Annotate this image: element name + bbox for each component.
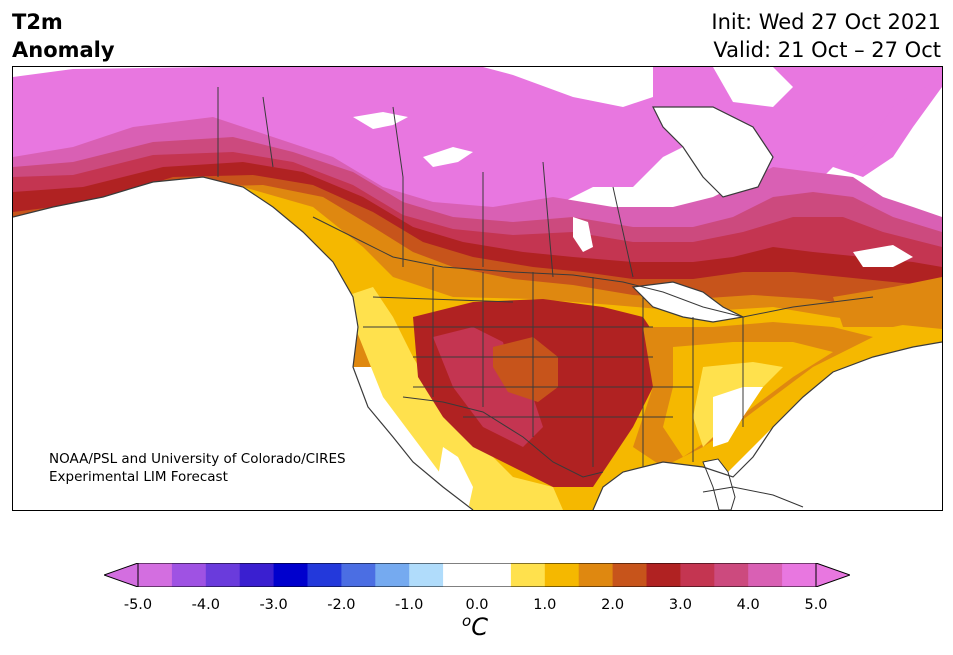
colorbar-segment bbox=[714, 563, 749, 587]
title-variable: T2m bbox=[12, 10, 63, 34]
colorbar-segment bbox=[138, 563, 173, 587]
colorbar-tick-label: -2.0 bbox=[327, 597, 356, 613]
colorbar-segment bbox=[510, 563, 546, 587]
colorbar-segment bbox=[680, 563, 715, 587]
colorbar-segments bbox=[138, 563, 817, 587]
canada-prov-2 bbox=[392, 106, 404, 267]
colorbar-segment bbox=[307, 563, 342, 587]
ne-band-2 bbox=[833, 277, 942, 327]
state-line-1 bbox=[372, 296, 514, 303]
colorbar-segment bbox=[341, 563, 376, 587]
colorbar-tick-label: 0.0 bbox=[465, 597, 489, 613]
florida bbox=[702, 458, 736, 510]
colorbar-extend-high bbox=[815, 563, 850, 587]
borders bbox=[217, 87, 874, 478]
colorbar-segment bbox=[544, 563, 580, 587]
se-neutral bbox=[713, 387, 763, 447]
water-mask bbox=[13, 67, 942, 510]
colorbar-segment bbox=[477, 563, 512, 587]
units-letter: C bbox=[471, 613, 488, 641]
baja-gulf bbox=[438, 447, 473, 510]
colorbar-tick-label: 3.0 bbox=[668, 597, 692, 613]
anomaly-map bbox=[12, 66, 943, 511]
map-svg bbox=[13, 67, 942, 510]
us-canada-border bbox=[312, 216, 874, 318]
colorbar-segment bbox=[612, 563, 647, 587]
cuba-outline bbox=[702, 486, 804, 508]
title-right: Init: Wed 27 Oct 2021 Valid: 21 Oct – 27… bbox=[711, 8, 941, 64]
great-slave-lake bbox=[423, 147, 473, 167]
pacific-ocean bbox=[13, 177, 473, 510]
colorbar-segment bbox=[578, 563, 614, 587]
hudson-coast bbox=[652, 106, 774, 198]
colorbar-segment bbox=[239, 563, 275, 587]
lake-winnipeg bbox=[573, 217, 593, 252]
great-lakes-coast bbox=[631, 281, 745, 323]
colorbar-segment bbox=[375, 563, 410, 587]
units-degree: o bbox=[462, 612, 472, 630]
colorbar-segment bbox=[409, 563, 444, 587]
band-1 bbox=[343, 287, 563, 510]
title-left: T2m Anomaly bbox=[12, 8, 115, 64]
colorbar-segment bbox=[171, 563, 207, 587]
colorbar-tick-label: -5.0 bbox=[123, 597, 153, 613]
hudson-bay bbox=[653, 107, 773, 197]
init-date: Init: Wed 27 Oct 2021 bbox=[711, 10, 941, 34]
west-coast bbox=[13, 176, 474, 510]
colorbar-extend-low bbox=[104, 563, 139, 587]
colorbar bbox=[104, 563, 850, 587]
great-lakes bbox=[633, 282, 743, 322]
colorbar-outline bbox=[137, 563, 817, 587]
arctic-gap bbox=[713, 67, 793, 107]
credit-text: NOAA/PSL and University of Colorado/CIRE… bbox=[49, 450, 346, 486]
colorbar-tick-label: -3.0 bbox=[259, 597, 288, 613]
colorbar-segment bbox=[748, 563, 783, 587]
land-north bbox=[13, 67, 942, 217]
colorbar-units: oC bbox=[462, 612, 488, 641]
colorbar-tick-label: 5.0 bbox=[804, 597, 828, 613]
colorbar-segment bbox=[646, 563, 681, 587]
colorbar-tick-label: -1.0 bbox=[395, 597, 424, 613]
colorbar-segment bbox=[205, 563, 241, 587]
gulf-atlantic bbox=[593, 342, 942, 510]
core-2-5-ring bbox=[493, 337, 558, 402]
colorbar-tick-label: 4.0 bbox=[736, 597, 760, 613]
east-coast bbox=[592, 341, 942, 510]
gulf-of-st-lawrence bbox=[853, 245, 913, 267]
credit-line-1: NOAA/PSL and University of Colorado/CIRE… bbox=[49, 451, 346, 467]
colorbar-tick-label: 2.0 bbox=[601, 597, 625, 613]
colorbar-tick-label: 1.0 bbox=[533, 597, 557, 613]
canada-prov-1 bbox=[262, 96, 274, 168]
colorbar-segment bbox=[443, 563, 478, 587]
canada-prov-5 bbox=[612, 186, 634, 278]
colorbar-segment bbox=[273, 563, 308, 587]
colorbar-segment bbox=[782, 563, 817, 587]
valid-range: Valid: 21 Oct – 27 Oct bbox=[713, 38, 941, 62]
credit-line-2: Experimental LIM Forecast bbox=[49, 469, 228, 485]
colorbar-tick-label: -4.0 bbox=[191, 597, 220, 613]
title-field: Anomaly bbox=[12, 38, 115, 62]
canada-prov-4 bbox=[542, 161, 554, 278]
colorbar-ticks: -5.0 -4.0 -3.0 -2.0 -1.0 0.0 1.0 2.0 3.0 4.0 5.0 bbox=[0, 597, 953, 617]
us-mexico-border bbox=[402, 396, 604, 478]
coastlines bbox=[13, 106, 942, 510]
land-greenland bbox=[653, 67, 942, 157]
